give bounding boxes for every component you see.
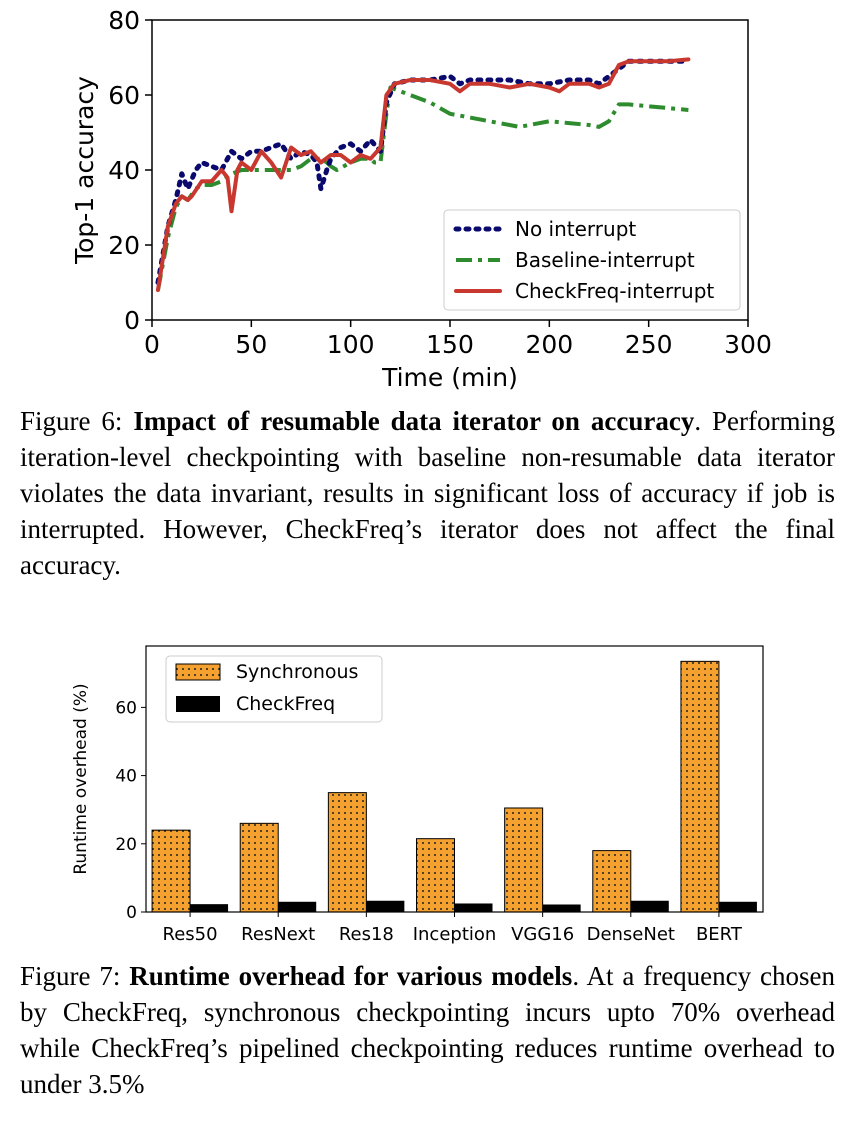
x-axis-label: Time (min) — [381, 363, 518, 392]
bar-synchronous-res18 — [327, 792, 367, 913]
x-tick-label: Inception — [413, 924, 497, 945]
x-tick-label: 200 — [525, 330, 573, 359]
x-tick-label: Res50 — [163, 924, 218, 945]
y-tick-label: 60 — [108, 81, 140, 110]
bar-synchronous-inception — [416, 838, 455, 913]
bar-checkfreq-bert — [718, 901, 757, 912]
overhead-bar-chart: 0 20 40 60 Res50 ResNext Res18 Inception VGG16 D… — [0, 630, 850, 950]
x-tick-label: 150 — [426, 330, 474, 359]
figure-6-title: Impact of resumable data iterator on acc… — [133, 406, 695, 436]
legend-label-synchronous: Synchronous — [236, 661, 358, 683]
figure-7-text: . At a frequency chosen by CheckFreq, sy… — [20, 961, 836, 1099]
x-tick-label: 100 — [327, 330, 375, 359]
y-tick-label: 20 — [108, 231, 140, 260]
figure-6-text: . Performing iteration-level checkpointi… — [20, 406, 835, 580]
legend: No interrupt Baseline-interrupt CheckFreq-… — [443, 209, 741, 311]
series-line-checkfreq-interrupt — [156, 57, 691, 292]
series-line-no-interrupt — [155, 58, 691, 285]
x-tick-label: BERT — [696, 924, 743, 945]
bar-synchronous-resnext — [239, 822, 279, 913]
x-tick-label: Res18 — [339, 924, 394, 945]
y-tick-label: 0 — [126, 903, 137, 923]
x-tick-label: 50 — [235, 330, 267, 359]
y-axis-label: Runtime overhead (%) — [71, 683, 91, 874]
bar-checkfreq-inception — [454, 903, 493, 912]
legend-box — [443, 209, 741, 311]
bar-checkfreq-res18 — [366, 900, 405, 912]
y-axis-label: Top-1 accuracy — [70, 76, 99, 265]
bar-checkfreq-densenet — [630, 900, 669, 912]
y-tick-label: 40 — [108, 156, 140, 185]
y-tick-label: 0 — [124, 306, 140, 335]
y-tick-label: 80 — [108, 6, 140, 35]
figure-6-label: Figure 6: — [20, 406, 134, 436]
legend-label-no-interrupt: No interrupt — [515, 217, 636, 241]
x-tick-label: VGG16 — [511, 924, 574, 945]
legend-swatch-synchronous — [175, 663, 221, 681]
bar-checkfreq-vgg16 — [542, 904, 581, 912]
figure-7-title: Runtime overhead for various models — [129, 961, 573, 991]
legend-label-baseline-interrupt: Baseline-interrupt — [515, 248, 695, 272]
bar-checkfreq-res50 — [190, 904, 229, 912]
bar-synchronous-res50 — [151, 829, 191, 913]
x-tick-label: DenseNet — [587, 924, 675, 945]
figure-6-caption: Figure 6: Impact of resumable data itera… — [20, 403, 835, 583]
bar-checkfreq-resnext — [278, 901, 317, 912]
bar-synchronous-vgg16 — [504, 807, 544, 913]
legend-label-checkfreq: CheckFreq — [236, 693, 335, 715]
x-tick-label: ResNext — [241, 924, 315, 945]
legend-label-checkfreq-interrupt: CheckFreq-interrupt — [515, 279, 714, 303]
x-tick-label: 250 — [625, 330, 673, 359]
legend-swatch-checkfreq — [176, 696, 220, 712]
bar-synchronous-densenet — [592, 850, 632, 913]
bar-synchronous-bert — [680, 660, 720, 913]
figure-7-label: Figure 7: — [20, 961, 130, 991]
figure-7-caption: Figure 7: Runtime overhead for various m… — [20, 958, 835, 1102]
y-tick-label: 40 — [115, 767, 137, 787]
y-tick-label: 20 — [115, 835, 137, 855]
x-tick-label: 0 — [144, 330, 160, 359]
x-tick-label: 300 — [724, 330, 772, 359]
y-tick-label: 60 — [115, 698, 137, 718]
legend: Synchronous CheckFreq — [165, 655, 383, 723]
